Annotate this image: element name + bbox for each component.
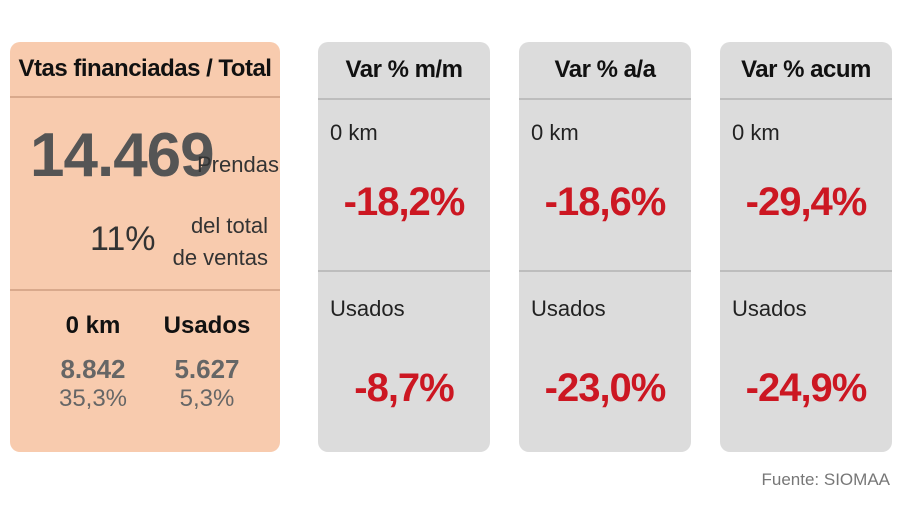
variation-value: -24,9%: [745, 366, 868, 410]
section-0km: 0 km -18,2%: [318, 100, 490, 272]
total-value: 14.469: [30, 121, 215, 190]
variation-value: -18,6%: [544, 180, 667, 224]
variation-value: -23,0%: [544, 366, 667, 410]
card-title: Var % m/m: [318, 42, 490, 100]
section-usados: Usados -24,9%: [720, 274, 892, 450]
card-title: Var % acum: [720, 42, 892, 100]
column-value: 5.627: [174, 354, 240, 384]
var-aa-card: Var % a/a 0 km -18,6% Usados -23,0%: [519, 42, 691, 452]
column-pct: 5,3%: [179, 385, 235, 412]
var-mm-card: Var % m/m 0 km -18,2% Usados -8,7%: [318, 42, 490, 452]
column-label: Usados: [163, 312, 251, 339]
section-label: Usados: [330, 296, 405, 321]
section-label: 0 km: [732, 120, 780, 145]
section-label: 0 km: [531, 120, 579, 145]
section-0km: 0 km -18,6%: [519, 100, 691, 272]
variation-value: -29,4%: [745, 180, 868, 224]
financed-sales-card: Vtas financiadas / Total 14.469 Prendas …: [10, 42, 280, 452]
variation-value: -18,2%: [343, 180, 466, 224]
source-note: Fuente: SIOMAA: [761, 470, 891, 489]
column-usados: Usados 5.627 5,3%: [152, 312, 262, 413]
card-title: Vtas financiadas / Total: [10, 42, 280, 98]
share-value: 11%: [90, 220, 156, 258]
section-usados: Usados -23,0%: [519, 274, 691, 450]
section-label: 0 km: [330, 120, 378, 145]
divider: [10, 289, 280, 291]
share-label: del total de ventas: [173, 210, 268, 274]
var-acum-card: Var % acum 0 km -29,4% Usados -24,9%: [720, 42, 892, 452]
column-pct: 35,3%: [58, 385, 128, 412]
share-label-line2: de ventas: [172, 245, 268, 270]
section-label: Usados: [531, 296, 606, 321]
total-unit: Prendas: [197, 152, 279, 177]
section-0km: 0 km -29,4%: [720, 100, 892, 272]
column-label: 0 km: [65, 312, 121, 339]
share-label-line1: del total: [190, 213, 268, 238]
section-usados: Usados -8,7%: [318, 274, 490, 450]
variation-value: -8,7%: [354, 366, 455, 410]
section-label: Usados: [732, 296, 807, 321]
card-title: Var % a/a: [519, 42, 691, 100]
column-value: 8.842: [60, 354, 126, 384]
column-0km: 0 km 8.842 35,3%: [38, 312, 148, 413]
